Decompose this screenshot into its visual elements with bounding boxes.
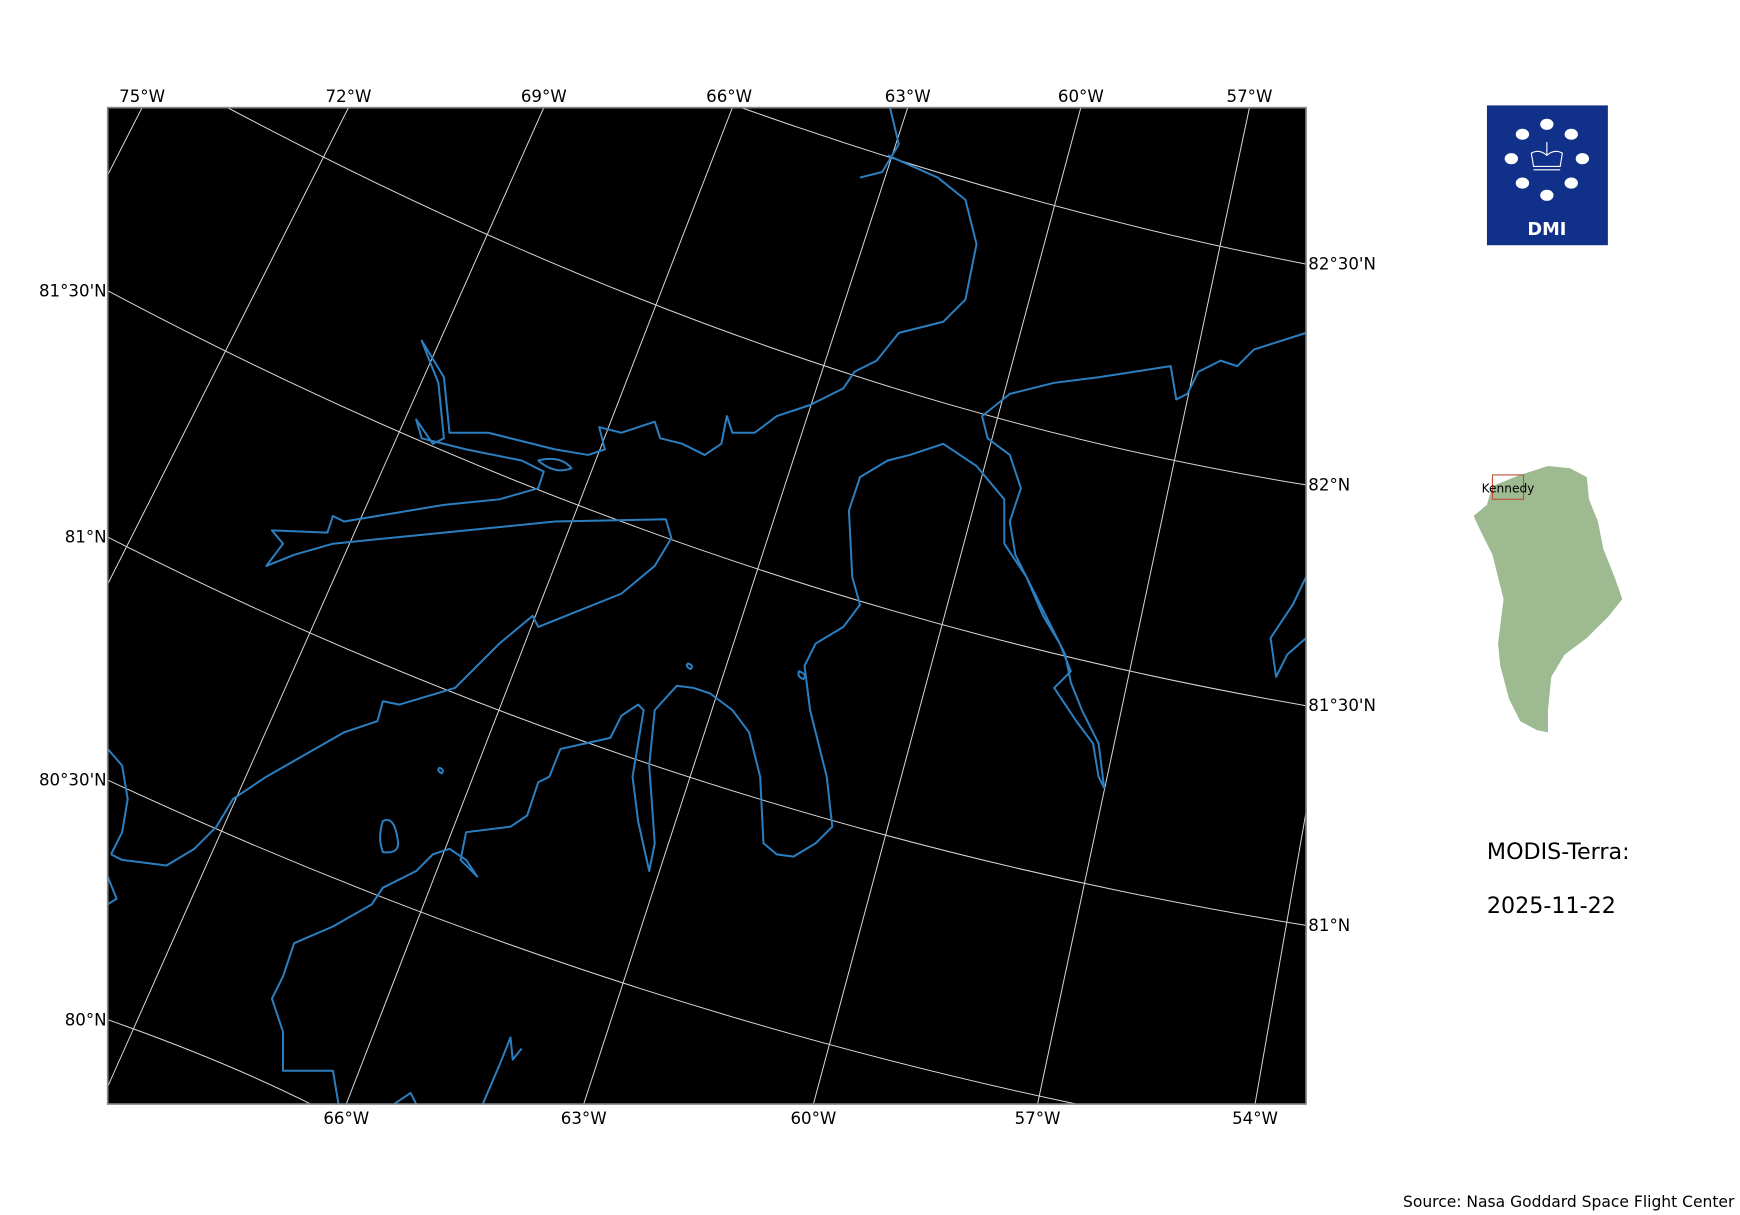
lon-label: 54°W [1232,1109,1278,1128]
logo-dots-icon [1504,118,1590,201]
map-frame [106,106,1307,1105]
lon-label: 66°W [706,87,752,106]
top-lon-labels: 75°W 72°W 69°W 66°W 63°W 60°W 57°W [119,87,1272,106]
lon-label: 63°W [885,87,931,106]
parallel-81-30n [107,290,1307,707]
lat-label: 82°30'N [1308,255,1376,274]
area-box [1491,474,1525,500]
parallel-82n [227,107,1307,486]
lon-label: 75°W [119,87,165,106]
parallel-81n [107,536,1307,926]
coastline-left-edge [107,748,129,906]
meridian-66w [345,107,733,1105]
coastline-island-hans [537,457,573,472]
lon-label: 69°W [521,87,567,106]
parallel-80-30n [107,779,1077,1105]
lat-label: 80°30'N [39,771,107,790]
bottom-lon-labels: 66°W 63°W 60°W 57°W 54°W [323,1109,1278,1128]
coastline-east-edge [1269,576,1307,678]
coastlines [107,107,1307,1105]
logo-text: DMI [1527,220,1566,240]
parallel-80n [107,1019,311,1105]
left-lat-labels: 81°30'N 81°N 80°30'N 80°N [39,281,107,1029]
inset-label: Kennedy [1482,482,1535,496]
lon-label: 57°W [1015,1109,1061,1128]
lat-label: 82°N [1308,475,1350,494]
crown-icon [1530,142,1563,171]
lat-label: 80°N [65,1010,107,1029]
product-date: 2025-11-22 [1487,893,1616,919]
lat-label: 81°30'N [39,281,107,300]
lon-label: 63°W [561,1109,607,1128]
meridian-72w [107,107,349,586]
map-background [107,107,1307,1105]
right-lat-labels: 82°30'N 82°N 81°30'N 81°N [1308,255,1376,935]
lat-label: 81°30'N [1308,696,1376,715]
lon-label: 57°W [1227,87,1273,106]
greenland-landmass [1473,466,1623,733]
lon-label: 66°W [323,1109,369,1128]
meridian-54w [1254,808,1307,1105]
coastline-islet [437,662,806,775]
meridian-57w [1037,107,1250,1105]
lon-label: 60°W [1058,87,1104,106]
graticule [107,107,1307,1105]
coastline-bottom [393,1036,523,1105]
greenland-inset-map: Kennedy [1473,466,1623,733]
dmi-logo: DMI [1486,105,1608,246]
map-panel [106,106,1307,1105]
coastline-greenland [270,331,1307,1105]
meridian-63w [583,107,909,1105]
meridian-60w [812,107,1082,1105]
lat-label: 81°N [1308,916,1350,935]
coastline-ellesmere-north [110,107,978,867]
source-credit: Source: Nasa Goddard Space Flight Center [1403,1193,1735,1211]
meridian-75w [107,107,143,177]
parallel-82-30n [741,107,1307,265]
coastline-lake [379,819,400,854]
product-title: MODIS-Terra: [1487,839,1630,865]
meridian-69w [107,107,545,1088]
lat-label: 81°N [65,528,107,547]
lon-label: 72°W [326,87,372,106]
lon-label: 60°W [790,1109,836,1128]
